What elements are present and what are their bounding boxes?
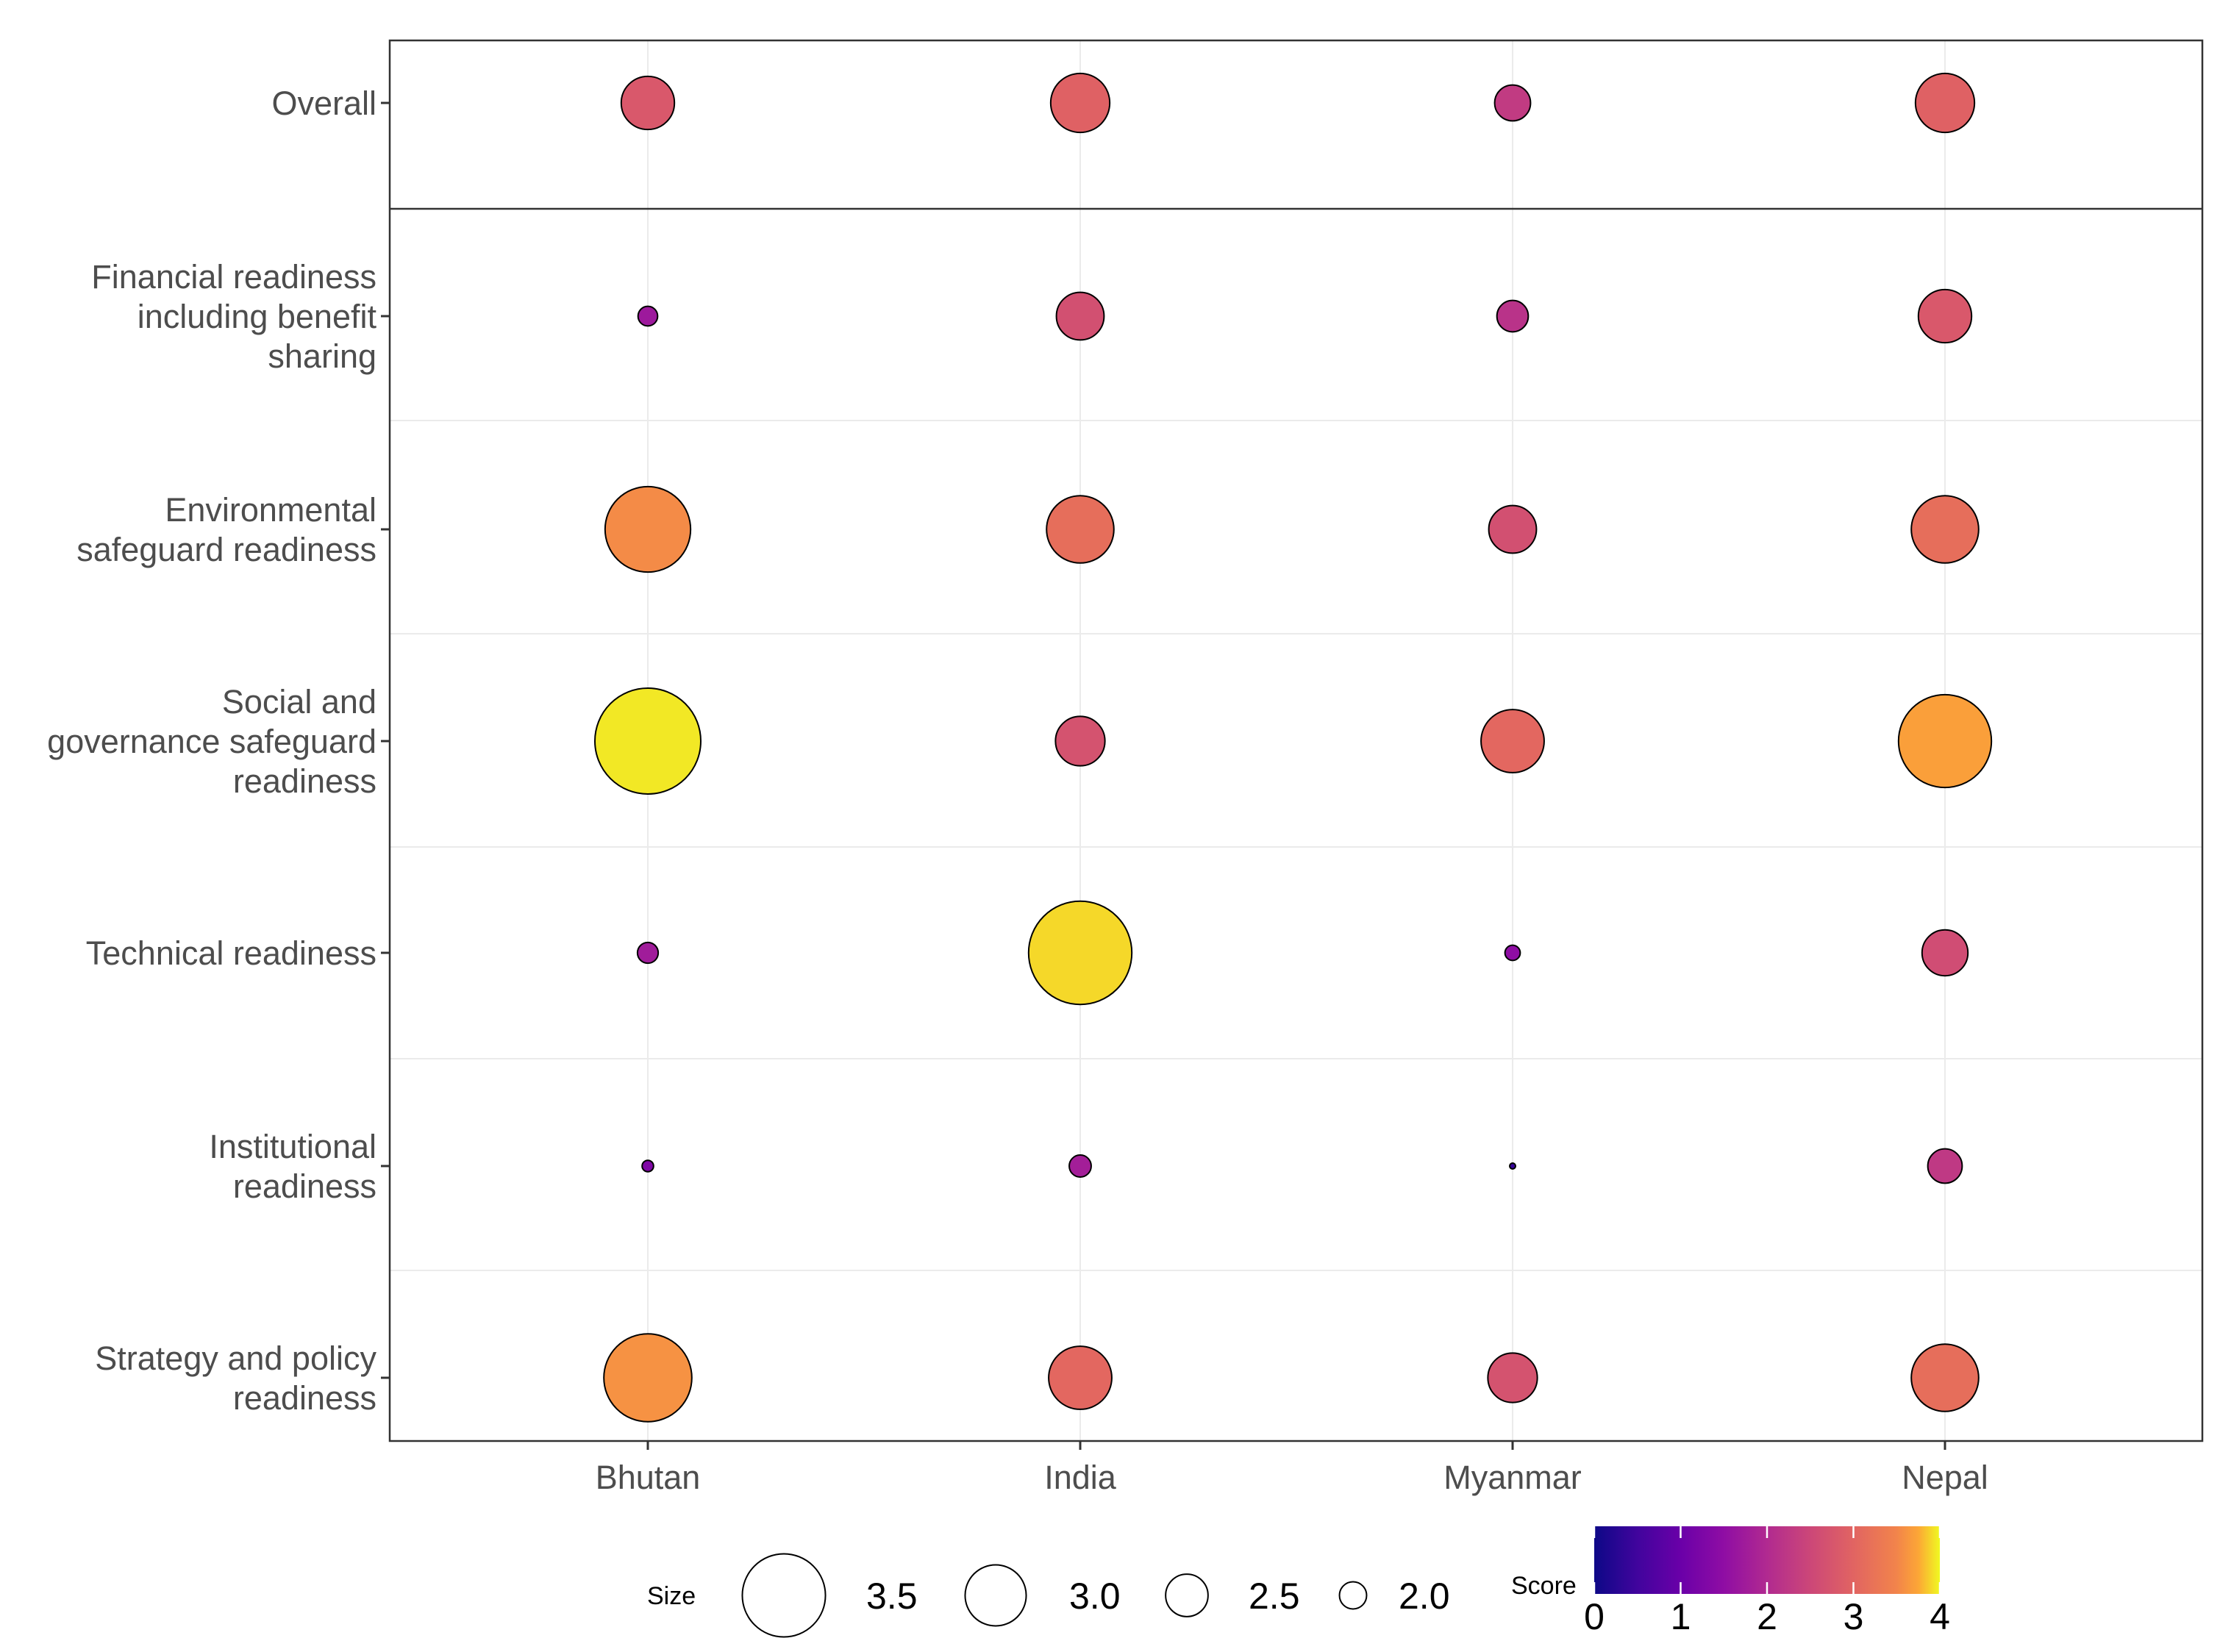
bubble-india-row-5: [1068, 1154, 1092, 1178]
size-legend-key: [741, 1553, 827, 1638]
bubble-india-row-2: [1046, 495, 1115, 564]
y-tick-label: including benefit: [138, 298, 377, 335]
size-legend-label: 2.5: [1249, 1576, 1300, 1617]
size-legend-label: 2.0: [1399, 1576, 1450, 1617]
x-axis: Bhutan India Myanmar Nepal: [596, 1441, 1988, 1496]
size-legend-label: 3.5: [866, 1576, 918, 1617]
bubble-bhutan-row-4: [636, 941, 660, 965]
y-tick-label: sharing: [268, 337, 376, 375]
bubble-india-row-1: [1055, 291, 1105, 341]
bubble-nepal-row-4: [1921, 929, 1969, 977]
y-tick-label: readiness: [233, 1168, 376, 1205]
y-tick-label: readiness: [233, 1379, 376, 1417]
bubble-bhutan-row-5: [641, 1159, 654, 1173]
x-tick-label-nepal: Nepal: [1902, 1459, 1988, 1496]
bubble-bhutan-row-6: [603, 1333, 693, 1423]
colorbar-tick-label: 3: [1844, 1596, 1864, 1637]
size-legend-key: [1165, 1573, 1209, 1617]
y-tick-label: safeguard readiness: [76, 531, 376, 568]
bubble-bhutan-row-1: [637, 305, 659, 327]
y-tick-label: Technical readiness: [86, 934, 376, 972]
size-legend-label: 3.0: [1069, 1576, 1121, 1617]
colorbar-tick-label: 4: [1930, 1596, 1950, 1637]
colorbar-tick-label: 2: [1757, 1596, 1777, 1637]
bubble-layer: [594, 72, 1993, 1423]
size-legend: Size 3.5 3.0 2.5 2.0: [647, 1553, 1450, 1638]
bubble-bhutan-row-2: [604, 485, 692, 573]
y-tick-label: Social and: [222, 683, 376, 720]
bubble-india-row-4: [1027, 900, 1133, 1006]
bubble-bhutan-row-0: [620, 75, 676, 131]
bubble-myanmar-row-1: [1496, 299, 1530, 333]
bubble-india-row-3: [1054, 715, 1106, 767]
bubble-nepal-row-6: [1910, 1343, 1980, 1412]
x-tick-label-myanmar: Myanmar: [1443, 1459, 1582, 1496]
y-tick-label: Institutional: [209, 1128, 376, 1165]
bubble-myanmar-row-3: [1480, 709, 1545, 773]
size-legend-title: Size: [647, 1582, 696, 1610]
y-tick-label: Financial readiness: [91, 258, 376, 296]
x-tick-label-bhutan: Bhutan: [596, 1459, 701, 1496]
bubble-myanmar-row-0: [1493, 84, 1532, 122]
bubble-myanmar-row-5: [1509, 1162, 1516, 1170]
bubble-myanmar-row-2: [1488, 504, 1538, 554]
x-tick-label-india: India: [1044, 1459, 1117, 1496]
bubble-bhutan-row-3: [594, 687, 702, 795]
size-legend-key: [1338, 1581, 1368, 1610]
bubble-nepal-row-2: [1910, 495, 1980, 564]
size-legend-key: [964, 1564, 1027, 1627]
bubble-nepal-row-3: [1897, 693, 1993, 789]
y-tick-label: governance safeguard: [47, 723, 376, 760]
y-tick-label: readiness: [233, 762, 376, 800]
colorbar-tick-label: 1: [1671, 1596, 1691, 1637]
y-tick-label: Strategy and policy: [95, 1340, 376, 1377]
bubble-nepal-row-5: [1927, 1148, 1963, 1184]
bubble-myanmar-row-6: [1487, 1352, 1538, 1404]
y-tick-label: Overall: [271, 85, 376, 122]
bubble-nepal-row-0: [1914, 72, 1976, 134]
y-tick-label: Environmental: [165, 491, 376, 529]
bubble-nepal-row-1: [1917, 288, 1973, 344]
bubble-india-row-0: [1049, 72, 1111, 134]
colorbar-tick-label: 0: [1584, 1596, 1605, 1637]
bubble-india-row-6: [1048, 1345, 1113, 1410]
bubble-myanmar-row-4: [1504, 944, 1521, 962]
score-legend-title: Score: [1511, 1572, 1577, 1600]
